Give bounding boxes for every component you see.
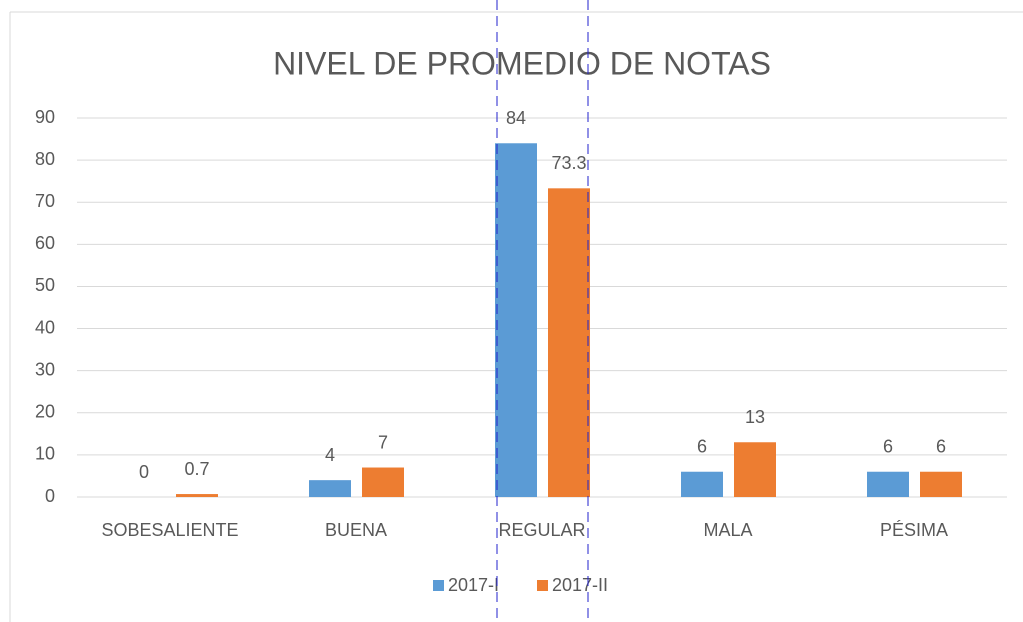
bar xyxy=(495,143,537,497)
bar xyxy=(867,471,909,497)
plot: 0 10 20 30 40 50 60 70 80 90 SOBESALIENTE 0 0.7 BUENA… xyxy=(35,107,1007,595)
data-label: 6 xyxy=(936,436,946,456)
legend-swatch xyxy=(537,580,548,591)
x-tick-label: PÉSIMA xyxy=(880,520,948,540)
x-tick-label: SOBESALIENTE xyxy=(101,520,238,540)
data-label: 84 xyxy=(506,108,526,128)
y-tick-label: 80 xyxy=(35,149,55,169)
bar xyxy=(920,471,962,497)
legend-label: 2017-II xyxy=(552,575,608,595)
chart-title: NIVEL DE PROMEDIO DE NOTAS xyxy=(273,45,771,81)
legend-label: 2017-I xyxy=(448,575,499,595)
bar xyxy=(681,471,723,497)
y-tick-label: 20 xyxy=(35,402,55,422)
data-label: 0 xyxy=(139,462,149,482)
y-tick-label: 10 xyxy=(35,444,55,464)
data-label: 6 xyxy=(883,436,893,456)
legend-swatch xyxy=(433,580,444,591)
x-tick-label: REGULAR xyxy=(498,520,585,540)
data-label: 0.7 xyxy=(184,459,209,479)
x-tick-label: MALA xyxy=(703,520,752,540)
y-tick-label: 60 xyxy=(35,233,55,253)
bar xyxy=(734,442,776,497)
bar xyxy=(176,494,218,497)
data-label: 73.3 xyxy=(551,153,586,173)
y-tick-label: 50 xyxy=(35,275,55,295)
x-tick-label: BUENA xyxy=(325,520,387,540)
bar xyxy=(548,188,590,497)
bar xyxy=(309,480,351,497)
y-tick-label: 90 xyxy=(35,107,55,127)
y-tick-label: 30 xyxy=(35,359,55,379)
data-label: 4 xyxy=(325,445,335,465)
y-tick-label: 70 xyxy=(35,191,55,211)
y-tick-label: 0 xyxy=(45,486,55,506)
data-label: 6 xyxy=(697,436,707,456)
data-label: 13 xyxy=(745,407,765,427)
data-label: 7 xyxy=(378,432,388,452)
y-tick-label: 40 xyxy=(35,317,55,337)
bar xyxy=(362,467,404,497)
